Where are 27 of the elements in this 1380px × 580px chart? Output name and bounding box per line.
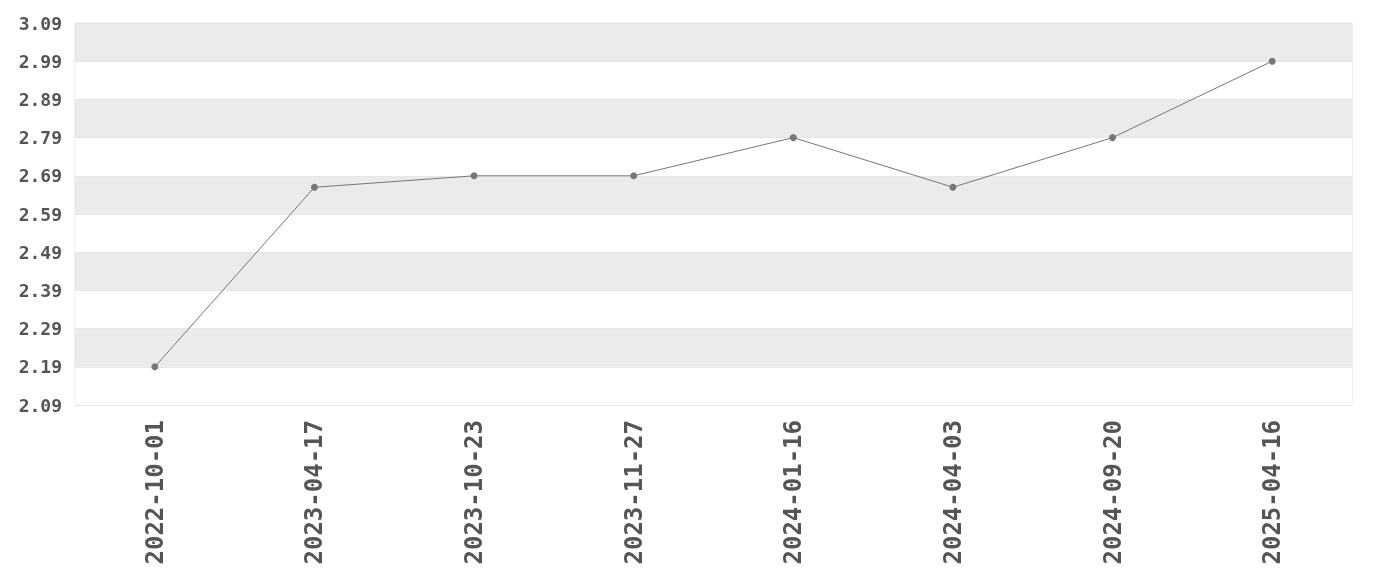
point <box>151 363 159 371</box>
point <box>1268 57 1276 65</box>
point <box>1109 134 1117 142</box>
x-tick-label: 2025-04-16 <box>1258 420 1287 565</box>
x-tick-label: 2022-10-01 <box>140 420 169 565</box>
x-tick-label: 2023-11-27 <box>619 420 648 565</box>
y-tick-label: 2.39 <box>18 279 62 301</box>
x-tick-label: 2024-04-03 <box>938 420 967 565</box>
point <box>310 183 318 191</box>
y-tick-label: 2.19 <box>18 356 62 378</box>
x-tick-label: 2024-09-20 <box>1098 420 1127 565</box>
y-tick-label: 2.79 <box>18 127 62 149</box>
point <box>949 183 957 191</box>
y-tick-label: 2.89 <box>18 88 62 110</box>
y-tick-label: 2.69 <box>18 165 62 187</box>
point <box>789 134 797 142</box>
x-tick-label: 2023-04-17 <box>300 420 329 565</box>
point <box>470 172 478 180</box>
y-tick-label: 3.09 <box>18 12 62 34</box>
y-tick-label: 2.59 <box>18 203 62 225</box>
y-tick-label: 2.99 <box>18 50 62 72</box>
point <box>630 172 638 180</box>
x-tick-label: 2023-10-23 <box>460 420 489 565</box>
y-tick-label: 2.49 <box>18 241 62 263</box>
x-tick-label: 2024-01-16 <box>779 420 808 565</box>
y-tick-label: 2.09 <box>18 394 62 416</box>
y-tick-label: 2.29 <box>18 318 62 340</box>
